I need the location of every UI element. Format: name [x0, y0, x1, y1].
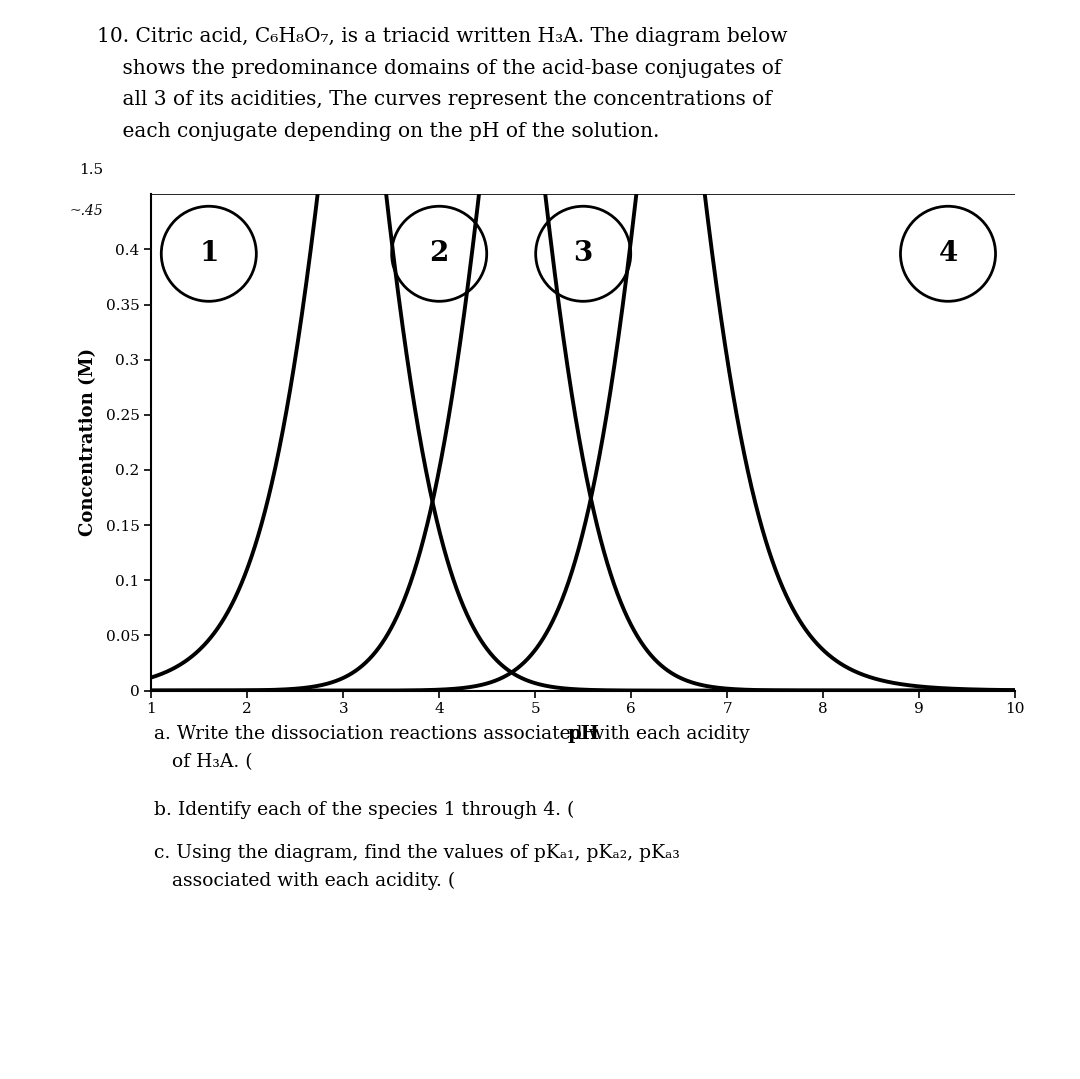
Text: 1: 1: [199, 241, 218, 268]
Text: 2: 2: [430, 241, 449, 268]
Text: 10. Citric acid, C₆H₈O₇, is a triacid written H₃A. The diagram below
    shows t: 10. Citric acid, C₆H₈O₇, is a triacid wr…: [97, 27, 787, 141]
Text: 3: 3: [573, 241, 593, 268]
Text: c. Using the diagram, find the values of pKₐ₁, pKₐ₂, pKₐ₃
       associated with: c. Using the diagram, find the values of…: [130, 844, 679, 890]
Y-axis label: Concentration (M): Concentration (M): [79, 349, 97, 536]
Text: b. Identify each of the species 1 through 4. (: b. Identify each of the species 1 throug…: [130, 801, 573, 819]
X-axis label: pH: pH: [567, 725, 599, 742]
Text: a. Write the dissociation reactions associated with each acidity
       of H₃A. : a. Write the dissociation reactions asso…: [130, 725, 750, 770]
Text: 4: 4: [939, 241, 958, 268]
Text: ~.45: ~.45: [70, 204, 104, 218]
Text: 1.5: 1.5: [80, 163, 104, 177]
